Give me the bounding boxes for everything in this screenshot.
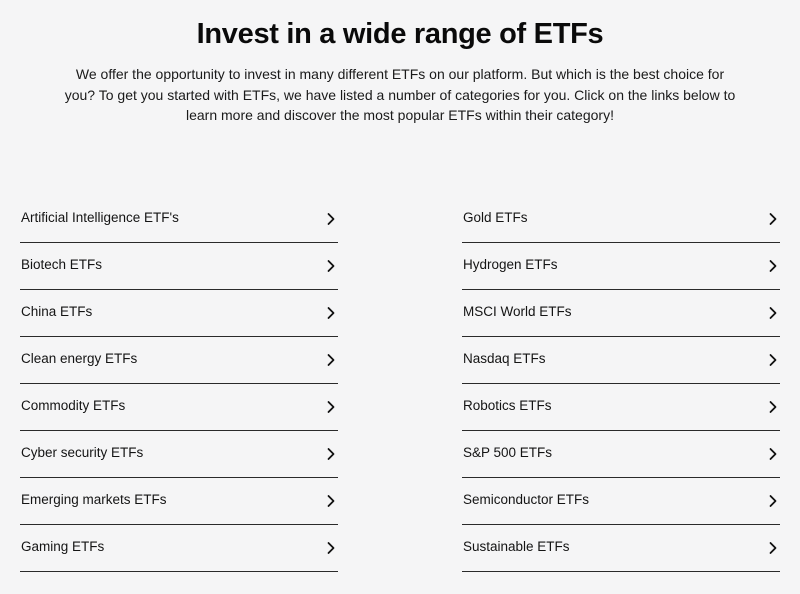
chevron-right-icon [326, 353, 336, 367]
chevron-right-icon [768, 259, 778, 273]
category-link-nasdaq[interactable]: Nasdaq ETFs [462, 337, 780, 384]
category-link-biotech[interactable]: Biotech ETFs [20, 243, 338, 290]
category-link-hydrogen[interactable]: Hydrogen ETFs [462, 243, 780, 290]
chevron-right-icon [326, 541, 336, 555]
chevron-right-icon [768, 212, 778, 226]
category-link-label: Semiconductor ETFs [463, 492, 590, 507]
category-link-label: Hydrogen ETFs [463, 257, 558, 272]
category-list-left: Artificial Intelligence ETF's Biotech ET… [20, 196, 338, 572]
chevron-right-icon [768, 306, 778, 320]
category-link-artificial-intelligence[interactable]: Artificial Intelligence ETF's [20, 196, 338, 243]
chevron-right-icon [326, 259, 336, 273]
category-link-robotics[interactable]: Robotics ETFs [462, 384, 780, 431]
chevron-right-icon [768, 353, 778, 367]
category-link-label: Robotics ETFs [463, 398, 552, 413]
chevron-right-icon [768, 541, 778, 555]
category-link-label: Gaming ETFs [21, 539, 105, 554]
page-title: Invest in a wide range of ETFs [196, 18, 604, 50]
category-link-commodity[interactable]: Commodity ETFs [20, 384, 338, 431]
category-link-label: China ETFs [21, 304, 93, 319]
category-link-label: Artificial Intelligence ETF's [21, 210, 179, 225]
category-list-right: Gold ETFs Hydrogen ETFs MSCI World ETFs … [462, 196, 780, 572]
category-link-label: Cyber security ETFs [21, 445, 144, 460]
category-link-label: Gold ETFs [463, 210, 528, 225]
category-link-gaming[interactable]: Gaming ETFs [20, 525, 338, 572]
category-link-semiconductor[interactable]: Semiconductor ETFs [462, 478, 780, 525]
chevron-right-icon [326, 400, 336, 414]
chevron-right-icon [326, 306, 336, 320]
category-link-label: Emerging markets ETFs [21, 492, 167, 507]
chevron-right-icon [768, 400, 778, 414]
intro-text: We offer the opportunity to invest in ma… [64, 66, 736, 123]
category-link-label: Sustainable ETFs [463, 539, 570, 554]
chevron-right-icon [768, 447, 778, 461]
category-link-label: Nasdaq ETFs [463, 351, 546, 366]
category-link-clean-energy[interactable]: Clean energy ETFs [20, 337, 338, 384]
category-link-label: MSCI World ETFs [463, 304, 572, 319]
category-link-label: Clean energy ETFs [21, 351, 138, 366]
category-link-cyber-security[interactable]: Cyber security ETFs [20, 431, 338, 478]
category-link-label: S&P 500 ETFs [463, 445, 553, 460]
category-link-label: Biotech ETFs [21, 257, 103, 272]
category-link-sp-500[interactable]: S&P 500 ETFs [462, 431, 780, 478]
chevron-right-icon [326, 212, 336, 226]
chevron-right-icon [326, 447, 336, 461]
chevron-right-icon [768, 494, 778, 508]
category-link-emerging-markets[interactable]: Emerging markets ETFs [20, 478, 338, 525]
category-link-msci-world[interactable]: MSCI World ETFs [462, 290, 780, 337]
chevron-right-icon [326, 494, 336, 508]
category-link-label: Commodity ETFs [21, 398, 126, 413]
category-link-sustainable[interactable]: Sustainable ETFs [462, 525, 780, 572]
category-link-china[interactable]: China ETFs [20, 290, 338, 337]
category-link-gold[interactable]: Gold ETFs [462, 196, 780, 243]
